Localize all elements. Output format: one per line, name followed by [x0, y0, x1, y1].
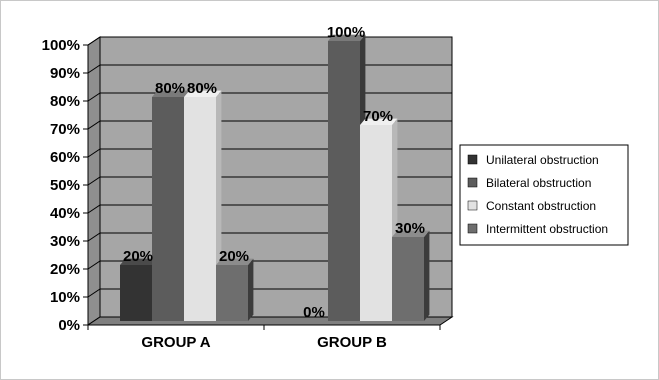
bar [184, 90, 222, 321]
y-tick-label: 60% [50, 149, 80, 166]
bar-top [184, 90, 222, 97]
y-tick-label: 30% [50, 233, 80, 250]
bar [392, 230, 430, 321]
y-tick-label: 20% [50, 261, 80, 278]
x-category-label: GROUP A [141, 334, 210, 351]
bar-front [392, 237, 424, 321]
bar [216, 258, 254, 321]
data-label: 30% [395, 220, 425, 237]
legend-swatch [467, 154, 478, 165]
data-label: 80% [187, 80, 217, 97]
bar-front [152, 97, 184, 321]
data-labels: 20% 80% 80% 20% 0% 100% 70% 30% [123, 24, 425, 321]
y-tick-label: 80% [50, 93, 80, 110]
legend-swatch [467, 223, 478, 234]
bar [360, 118, 398, 321]
bar-side [248, 258, 254, 321]
y-axis: 0% 10% 20% 30% 40% 50% 60% 70% 80% 90% 100% [42, 37, 89, 334]
y-tick-label: 100% [42, 37, 80, 54]
bar [120, 258, 158, 321]
y-tick-label: 40% [50, 205, 80, 222]
y-tick-label: 10% [50, 289, 80, 306]
legend-swatch [467, 177, 478, 188]
legend-box [459, 144, 629, 246]
bar-side [424, 230, 430, 321]
data-label: 0% [303, 304, 325, 321]
x-category-label: GROUP B [317, 334, 387, 351]
data-label: 80% [155, 80, 185, 97]
bar-front [328, 41, 360, 321]
bar-front [184, 97, 216, 321]
y-tick-label: 0% [58, 317, 80, 334]
bar-top [120, 258, 158, 265]
legend-label: Unilateral obstruction [486, 153, 599, 167]
bar-top [328, 34, 366, 41]
bar-top [216, 258, 254, 265]
legend-label: Constant obstruction [486, 199, 596, 213]
legend-label: Bilateral obstruction [486, 176, 591, 190]
bar-top [360, 118, 398, 125]
y-tick-label: 70% [50, 121, 80, 138]
y-tick-label: 50% [50, 177, 80, 194]
legend-label: Intermittent obstruction [486, 222, 608, 236]
bar-top [152, 90, 190, 97]
bar-top [392, 230, 430, 237]
bars [120, 34, 430, 321]
legend-swatch [467, 200, 478, 211]
bar-front [120, 265, 152, 321]
bar [328, 34, 366, 321]
bar [152, 90, 190, 321]
bar-front [360, 125, 392, 321]
data-label: 100% [327, 24, 365, 41]
data-label: 70% [363, 108, 393, 125]
x-axis: GROUP A GROUP B [87, 324, 441, 351]
bar-front [216, 265, 248, 321]
legend: Unilateral obstruction Bilateral obstruct… [459, 144, 629, 246]
y-tick-label: 90% [50, 65, 80, 82]
data-label: 20% [219, 248, 249, 265]
data-label: 20% [123, 248, 153, 265]
